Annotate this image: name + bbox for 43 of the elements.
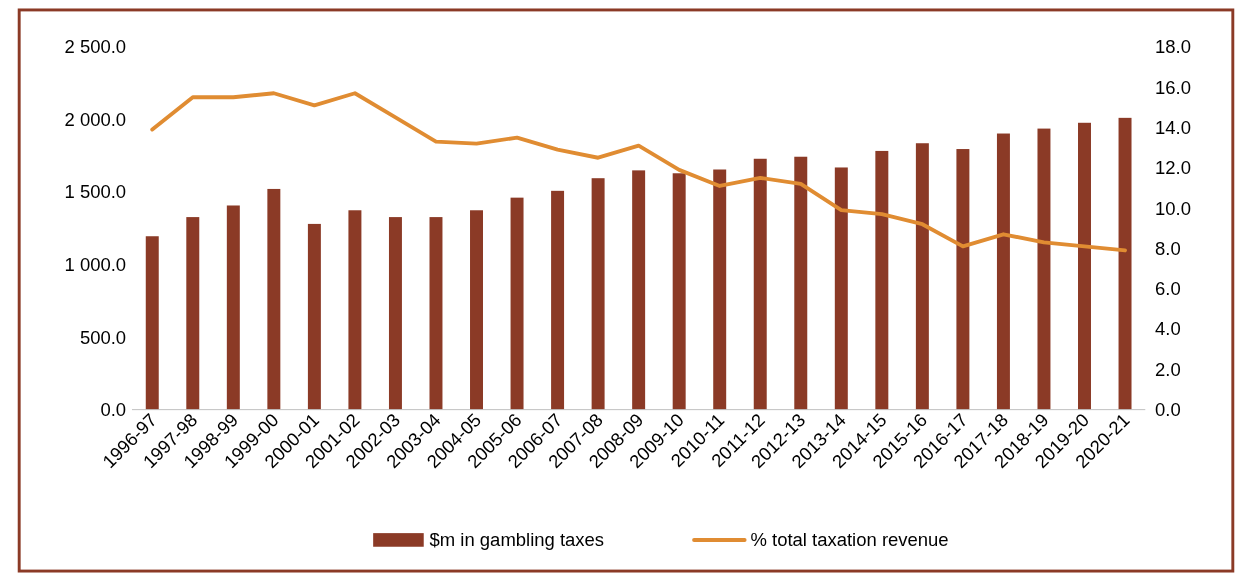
bar (348, 210, 362, 410)
bar (267, 188, 281, 410)
y-tick-label: 1 500.0 (64, 181, 127, 203)
bar (551, 190, 565, 410)
bar (753, 158, 767, 410)
y2-tick-label: 14.0 (1155, 116, 1191, 138)
y2-tick-label: 6.0 (1155, 278, 1181, 300)
bar (145, 236, 159, 410)
y-tick-label: 2 500.0 (64, 36, 127, 58)
legend-label: $m in gambling taxes (429, 529, 605, 551)
y2-tick-label: 16.0 (1155, 76, 1191, 98)
bar (510, 197, 524, 410)
bar (307, 223, 321, 410)
bar (794, 156, 808, 410)
bar (1118, 117, 1132, 410)
y-tick-label: 2 000.0 (64, 108, 127, 130)
y2-tick-label: 0.0 (1155, 399, 1181, 421)
y2-tick-label: 4.0 (1155, 318, 1181, 340)
bar (632, 170, 646, 410)
y2-tick-label: 18.0 (1155, 36, 1191, 58)
bar (1037, 128, 1051, 410)
y2-tick-label: 10.0 (1155, 197, 1191, 219)
line-series (150, 91, 1127, 253)
bar (591, 178, 605, 410)
bar (956, 149, 970, 410)
bar (672, 173, 686, 410)
bar (388, 217, 402, 410)
bar (915, 143, 929, 410)
y2-tick-label: 12.0 (1155, 157, 1191, 179)
y-tick-label: 1 000.0 (64, 254, 127, 275)
bar (186, 217, 200, 410)
bar (470, 210, 483, 410)
bar (226, 205, 240, 410)
y2-tick-label: 2.0 (1155, 358, 1181, 380)
bar (713, 169, 727, 410)
bar (875, 150, 889, 410)
bar (996, 133, 1010, 410)
y2-tick-label: 8.0 (1155, 237, 1181, 259)
legend-label: % total taxation revenue (750, 529, 949, 551)
bar (1078, 122, 1091, 410)
bar (834, 167, 848, 410)
y-tick-label: 500.0 (79, 326, 127, 348)
bar (429, 217, 443, 410)
